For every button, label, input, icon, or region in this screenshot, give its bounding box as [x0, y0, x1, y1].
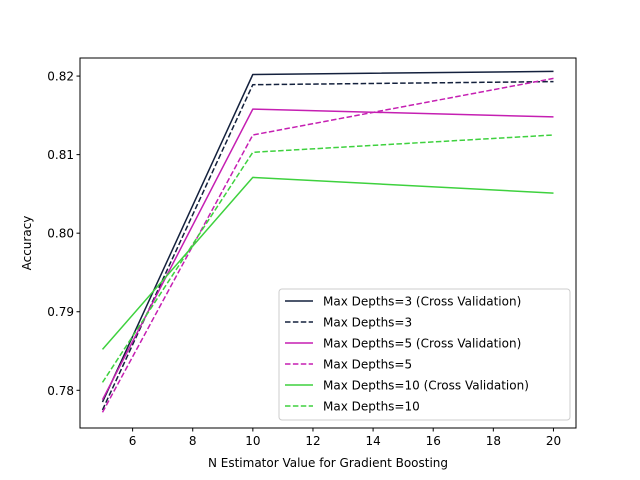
legend: Max Depths=3 (Cross Validation) Max Depth…	[278, 288, 571, 421]
series-line-5	[101, 176, 554, 350]
x-tick-label: 10	[245, 434, 260, 448]
plot-frame	[79, 57, 577, 429]
series-line-4	[101, 77, 554, 413]
y-axis: 0.78 0.79 0.80 0.81 0.82	[47, 70, 80, 398]
legend-label-1: Max Depths=3 (Cross Validation)	[323, 295, 521, 309]
x-axis: 6 8 10 12 14 16 18 20	[129, 428, 561, 448]
x-tick-label: 12	[305, 434, 320, 448]
legend-label-5: Max Depths=10 (Cross Validation)	[323, 379, 529, 393]
x-tick-label: 6	[129, 434, 137, 448]
x-tick-label: 14	[365, 434, 380, 448]
series-line-6	[101, 134, 554, 383]
legend-box	[278, 288, 571, 421]
y-tick-label: 0.80	[47, 227, 74, 241]
legend-label-6: Max Depths=10	[323, 400, 420, 414]
legend-label-3: Max Depths=5 (Cross Validation)	[323, 337, 521, 351]
y-axis-label: Accuracy	[20, 216, 34, 271]
x-tick-label: 16	[426, 434, 441, 448]
x-tick-label: 18	[486, 434, 501, 448]
x-tick-label: 8	[189, 434, 197, 448]
y-tick-label: 0.82	[47, 70, 74, 84]
y-tick-label: 0.78	[47, 384, 74, 398]
legend-label-2: Max Depths=3	[323, 316, 412, 330]
x-axis-label: N Estimator Value for Gradient Boosting	[208, 456, 448, 470]
y-tick-label: 0.81	[47, 148, 74, 162]
x-tick-label: 20	[546, 434, 561, 448]
series-layer	[101, 70, 554, 413]
legend-label-4: Max Depths=5	[323, 358, 412, 372]
series-line-3	[101, 108, 554, 401]
y-tick-label: 0.79	[47, 305, 74, 319]
